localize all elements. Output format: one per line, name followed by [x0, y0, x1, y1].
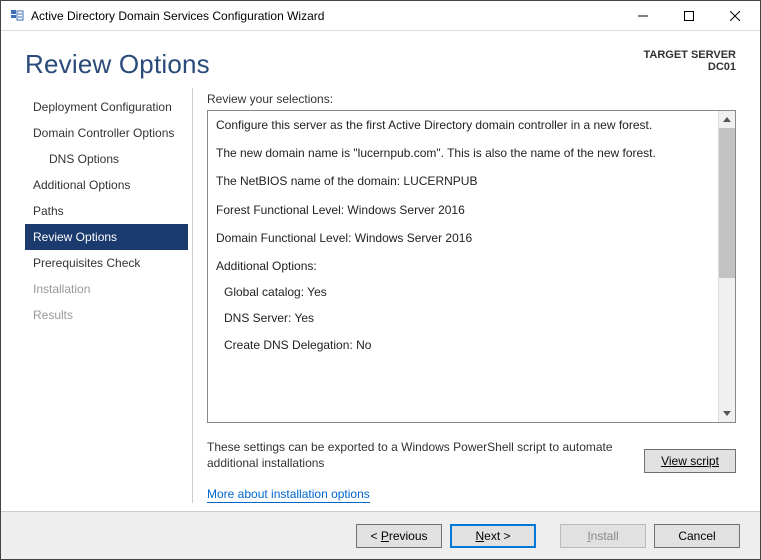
review-line: The NetBIOS name of the domain: LUCERNPU… [216, 173, 710, 189]
minimize-button[interactable] [620, 2, 666, 30]
sidebar-item-review-options[interactable]: Review Options [25, 224, 188, 250]
review-textbox[interactable]: Configure this server as the first Activ… [208, 111, 718, 422]
cancel-button[interactable]: Cancel [654, 524, 740, 548]
previous-button[interactable]: < Previous [356, 524, 442, 548]
scroll-thumb[interactable] [719, 128, 735, 278]
view-script-button[interactable]: View script [644, 449, 736, 473]
sidebar-item-domain-controller-options[interactable]: Domain Controller Options [25, 120, 188, 146]
scroll-down-icon[interactable] [719, 405, 735, 422]
export-row: These settings can be exported to a Wind… [207, 439, 736, 473]
content-area: Review Options TARGET SERVER DC01 Deploy… [1, 31, 760, 511]
target-server-label: TARGET SERVER [644, 49, 737, 61]
review-line: Domain Functional Level: Windows Server … [216, 230, 710, 246]
window-controls [620, 2, 758, 30]
sidebar-item-paths[interactable]: Paths [25, 198, 188, 224]
page-title: Review Options [25, 49, 210, 80]
review-line: Global catalog: Yes [216, 284, 710, 300]
review-line: Create DNS Delegation: No [216, 337, 710, 353]
review-line: Configure this server as the first Activ… [216, 117, 710, 133]
scroll-up-icon[interactable] [719, 111, 735, 128]
next-button[interactable]: Next > [450, 524, 536, 548]
main-row: Deployment Configuration Domain Controll… [1, 88, 760, 511]
footer: < Previous Next > Install Cancel [1, 511, 760, 559]
review-line: The new domain name is "lucernpub.com". … [216, 145, 710, 161]
review-line: Additional Options: [216, 258, 710, 274]
close-button[interactable] [712, 2, 758, 30]
sidebar-item-deployment-configuration[interactable]: Deployment Configuration [25, 94, 188, 120]
install-button: Install [560, 524, 646, 548]
app-icon [9, 8, 25, 24]
sidebar-item-dns-options[interactable]: DNS Options [25, 146, 188, 172]
export-text: These settings can be exported to a Wind… [207, 439, 634, 471]
target-server-value: DC01 [644, 61, 737, 73]
review-line: DNS Server: Yes [216, 310, 710, 326]
sidebar-item-additional-options[interactable]: Additional Options [25, 172, 188, 198]
titlebar: Active Directory Domain Services Configu… [1, 1, 760, 31]
panel: Review your selections: Configure this s… [193, 88, 736, 503]
scroll-track[interactable] [719, 278, 735, 405]
sidebar-item-results: Results [25, 302, 188, 328]
review-box-wrap: Configure this server as the first Activ… [207, 110, 736, 423]
view-script-label: View script [661, 454, 719, 468]
target-server-block: TARGET SERVER DC01 [644, 49, 737, 80]
review-selections-label: Review your selections: [207, 92, 736, 106]
sidebar-item-installation: Installation [25, 276, 188, 302]
header-row: Review Options TARGET SERVER DC01 [1, 31, 760, 88]
sidebar: Deployment Configuration Domain Controll… [25, 88, 193, 503]
sidebar-item-prerequisites-check[interactable]: Prerequisites Check [25, 250, 188, 276]
window-title: Active Directory Domain Services Configu… [31, 9, 620, 23]
review-line: Forest Functional Level: Windows Server … [216, 202, 710, 218]
more-about-link[interactable]: More about installation options [207, 487, 370, 503]
scrollbar[interactable] [718, 111, 735, 422]
maximize-button[interactable] [666, 2, 712, 30]
